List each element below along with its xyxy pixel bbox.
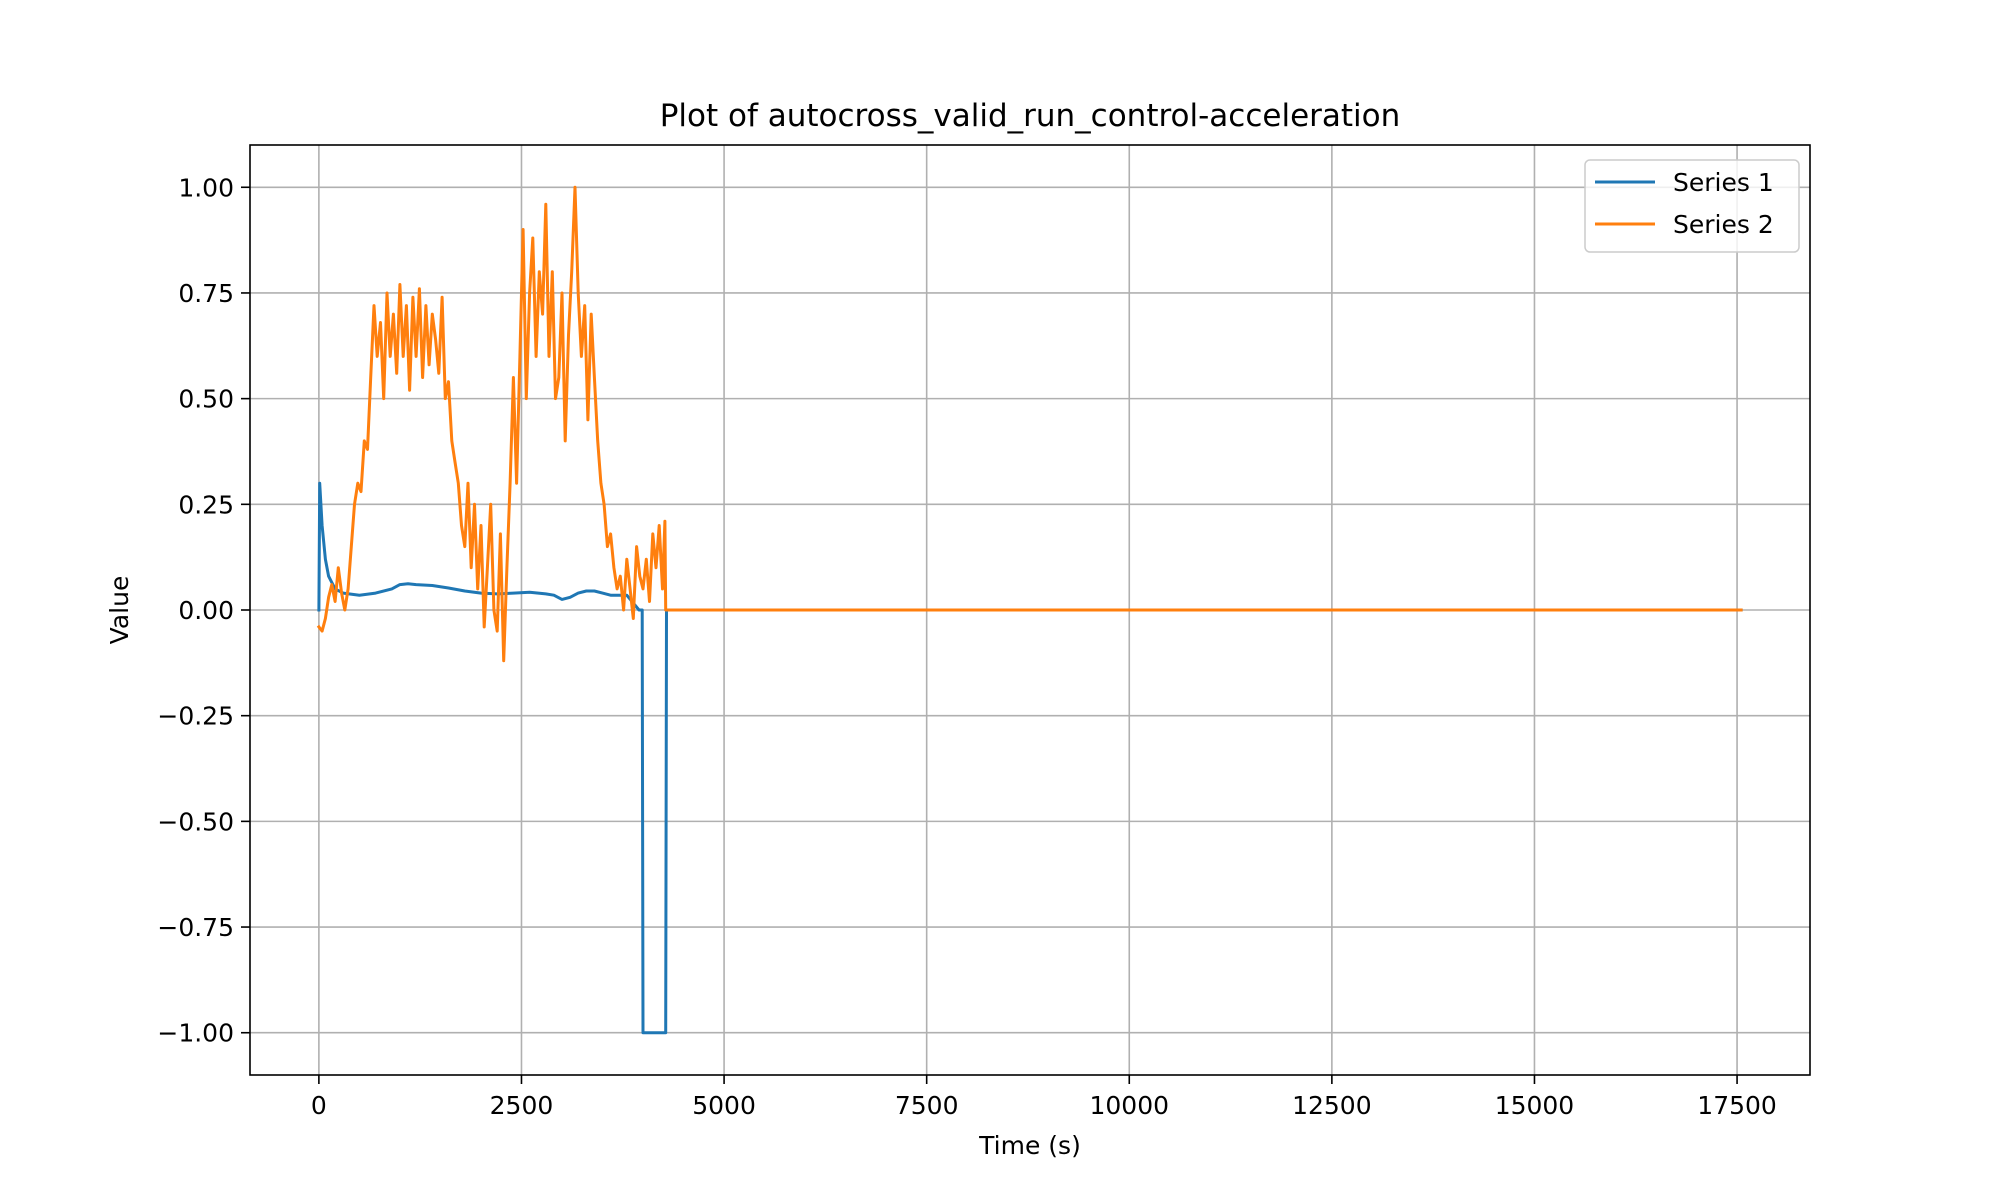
series-line-2 xyxy=(316,185,1743,663)
x-tick-label: 0 xyxy=(311,1091,327,1120)
x-tick-label: 12500 xyxy=(1292,1091,1372,1120)
y-tick-label: −1.00 xyxy=(157,1019,234,1048)
y-tick-label: −0.75 xyxy=(157,913,234,942)
x-tick-label: 7500 xyxy=(895,1091,959,1120)
grid-lines xyxy=(250,145,1810,1075)
legend-label-series-1: Series 1 xyxy=(1673,168,1774,197)
y-tick-label: 0.25 xyxy=(178,490,234,519)
x-tick-label: 2500 xyxy=(490,1091,554,1120)
axis-ticks: 0 2500 5000 7500 10000 12500 15000 17500 1.00 0.7… xyxy=(157,173,1776,1120)
y-tick-label: 0.50 xyxy=(178,385,234,414)
x-axis-label: Time (s) xyxy=(978,1131,1081,1160)
x-tick-label: 15000 xyxy=(1495,1091,1575,1120)
chart-title: Plot of autocross_valid_run_control-acce… xyxy=(660,98,1401,134)
y-tick-label: 0.75 xyxy=(178,279,234,308)
x-tick-label: 5000 xyxy=(692,1091,756,1120)
legend-label-series-2: Series 2 xyxy=(1673,210,1774,239)
series-lines xyxy=(316,185,1743,1035)
y-axis-label: Value xyxy=(105,576,134,645)
x-tick-label: 10000 xyxy=(1090,1091,1170,1120)
y-tick-label: 0.00 xyxy=(178,596,234,625)
y-tick-label: −0.50 xyxy=(157,807,234,836)
legend: Series 1 Series 2 xyxy=(1584,159,1800,253)
x-tick-label: 17500 xyxy=(1697,1091,1777,1120)
y-tick-label: −0.25 xyxy=(157,702,234,731)
y-tick-label: 1.00 xyxy=(178,173,234,202)
